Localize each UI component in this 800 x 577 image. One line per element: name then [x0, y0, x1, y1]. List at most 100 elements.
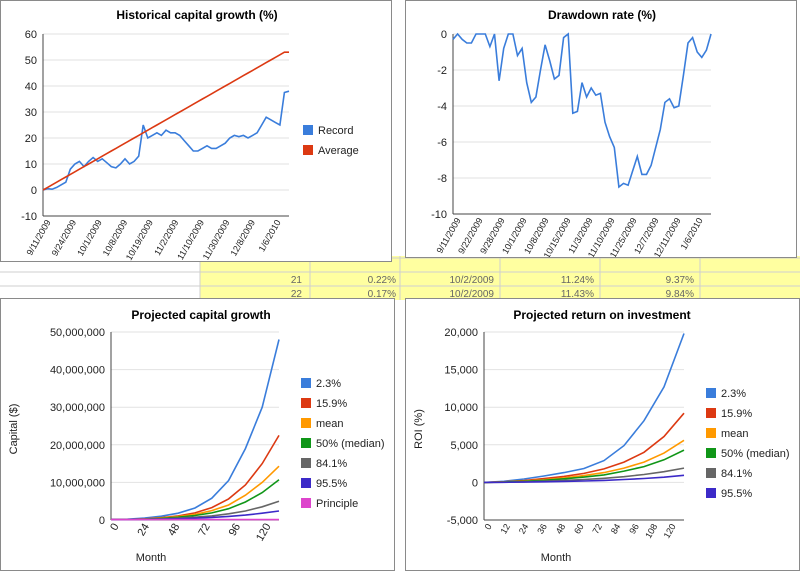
- chart-title: Projected return on investment: [513, 308, 690, 322]
- x-tick-label: 120: [662, 522, 678, 540]
- cell-v2-22[interactable]: 9.84%: [666, 289, 694, 300]
- series-line: [110, 339, 280, 521]
- legend-label: 50% (median): [316, 438, 384, 450]
- y-axis-title: Capital ($): [8, 404, 20, 455]
- series-line: [42, 90, 290, 191]
- chart-projected-roi[interactable]: Projected return on investment 20,000 15,0…: [405, 298, 800, 571]
- cell-v1-21[interactable]: 11.24%: [561, 275, 594, 286]
- x-tick-label: 0: [483, 522, 494, 531]
- series-line: [110, 434, 280, 521]
- x-tick-label: 96: [627, 522, 641, 536]
- x-tick-label: 48: [166, 522, 183, 539]
- x-tick-label: 0: [108, 522, 121, 533]
- x-tick-label: 96: [227, 522, 244, 539]
- x-tick-label: 60: [572, 522, 586, 536]
- y-tick-label: -8: [437, 173, 447, 185]
- cell-pct-22[interactable]: 0.17%: [368, 289, 396, 300]
- y-tick-label: 20: [25, 133, 37, 145]
- series-line: [483, 439, 685, 484]
- legend-label: 2.3%: [721, 388, 746, 400]
- y-tick-label: -6: [437, 137, 447, 149]
- legend-label: 2.3%: [316, 378, 341, 390]
- y-tick-label: 40,000,000: [50, 365, 105, 377]
- legend-swatch: [706, 388, 716, 398]
- cell-date-22[interactable]: 10/2/2009: [450, 289, 495, 300]
- y-tick-label: 20,000,000: [50, 440, 105, 452]
- y-tick-label: 0: [31, 185, 37, 197]
- x-tick-label: 72: [590, 522, 604, 536]
- y-tick-label: 10: [25, 159, 37, 171]
- x-tick-label: 84: [609, 522, 623, 536]
- y-tick-label: 30: [25, 107, 37, 119]
- legend-label: 50% (median): [721, 448, 789, 460]
- x-tick-label: 36: [535, 522, 549, 536]
- series-line: [42, 51, 289, 191]
- x-tick-label: 108: [643, 522, 659, 540]
- legend-swatch: [706, 488, 716, 498]
- cell-date-21[interactable]: 10/2/2009: [450, 275, 495, 286]
- y-tick-label: 30,000,000: [50, 402, 105, 414]
- legend-label: 95.5%: [721, 488, 752, 500]
- cell-pct-21[interactable]: 0.22%: [368, 275, 396, 286]
- legend-label: 15.9%: [721, 408, 752, 420]
- y-tick-label: 10,000,000: [50, 477, 105, 489]
- series-line: [483, 474, 685, 484]
- x-tick-label: 10/8/2009: [101, 218, 130, 258]
- legend-label: 95.5%: [316, 478, 347, 490]
- legend-swatch: [706, 468, 716, 478]
- legend-label: 84.1%: [316, 458, 347, 470]
- y-tick-label: 15,000: [444, 365, 478, 377]
- y-tick-label: -10: [21, 211, 37, 223]
- x-tick-label: 9/24/2009: [50, 218, 79, 258]
- x-tick-label: 12/8/2009: [228, 218, 257, 258]
- legend-swatch: [301, 478, 311, 488]
- series-line: [452, 32, 712, 189]
- legend-swatch: [706, 408, 716, 418]
- y-tick-label: 60: [25, 29, 37, 41]
- legend-swatch: [301, 498, 311, 508]
- legend-swatch: [301, 418, 311, 428]
- y-tick-label: 20,000: [444, 327, 478, 339]
- chart-projected-capital-growth[interactable]: Projected capital growth 50,000,000 40,000…: [0, 298, 395, 571]
- x-tick-label: 24: [517, 522, 531, 536]
- legend-label: Principle: [316, 498, 358, 510]
- legend-swatch: [303, 125, 313, 135]
- legend-label: Average: [318, 145, 359, 157]
- legend-swatch: [301, 438, 311, 448]
- x-tick-label: 48: [554, 522, 568, 536]
- x-tick-label: 10/1/2009: [75, 218, 104, 258]
- cell-v2-21[interactable]: 9.37%: [666, 275, 694, 286]
- x-tick-label: 12: [498, 522, 512, 536]
- cell-row-21[interactable]: 21: [291, 275, 303, 286]
- legend-label: 84.1%: [721, 468, 752, 480]
- x-tick-label: 11/30/2009: [201, 218, 232, 261]
- cell-row-22[interactable]: 22: [291, 289, 303, 300]
- chart-title: Drawdown rate (%): [548, 8, 656, 22]
- series-line: [483, 412, 685, 484]
- x-tick-label: 1/6/2010: [257, 218, 283, 253]
- legend-swatch: [706, 428, 716, 438]
- y-tick-label: -5,000: [447, 515, 478, 527]
- y-axis-title: ROI (%): [413, 409, 425, 449]
- x-tick-label: 120: [254, 522, 274, 544]
- y-tick-label: -10: [431, 209, 447, 221]
- y-tick-label: 10,000: [444, 402, 478, 414]
- chart-drawdown-rate[interactable]: Drawdown rate (%) 0 -2 -4 -6 -8 -10 9/11/2009 9/…: [405, 0, 797, 260]
- cell-v1-22[interactable]: 11.43%: [561, 289, 594, 300]
- legend-label: mean: [316, 418, 344, 430]
- x-tick-label: 72: [196, 522, 213, 539]
- chart-historical-capital-growth[interactable]: Historical capital growth (%) 60 50 40 30 20 1…: [0, 0, 392, 262]
- y-tick-label: 0: [441, 29, 447, 41]
- legend-label: Record: [318, 125, 353, 137]
- y-tick-label: 50,000,000: [50, 327, 105, 339]
- y-tick-label: 50: [25, 55, 37, 67]
- legend-swatch: [301, 398, 311, 408]
- legend-label: 15.9%: [316, 398, 347, 410]
- x-tick-label: 11/2/2009: [152, 218, 180, 257]
- y-tick-label: 5,000: [450, 440, 478, 452]
- chart-title: Historical capital growth (%): [116, 8, 277, 22]
- series-line: [111, 500, 280, 521]
- legend-label: mean: [721, 428, 749, 440]
